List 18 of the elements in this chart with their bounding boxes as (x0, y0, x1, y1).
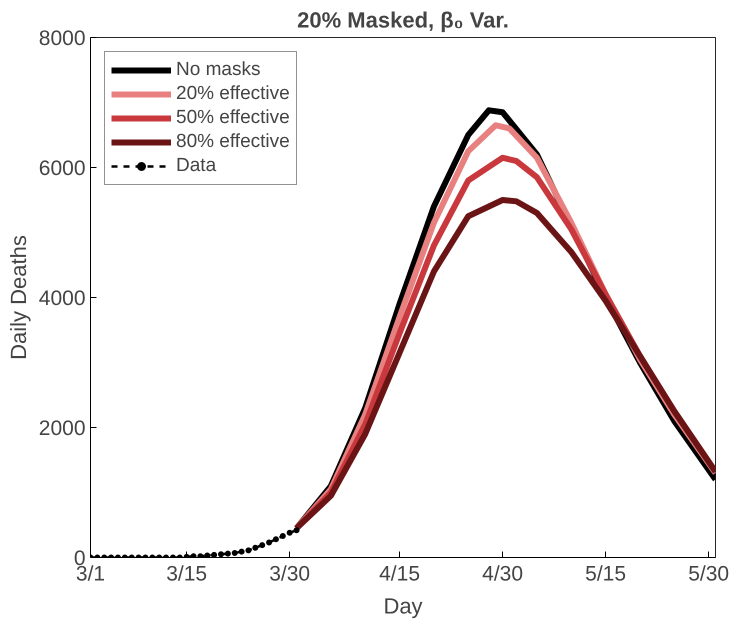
x-axis-title: Day (383, 594, 423, 618)
x-tick-label: 5/30 (688, 562, 730, 586)
x-tick-label: 5/15 (585, 562, 626, 586)
x-tick-label: 3/30 (269, 562, 310, 586)
y-tick-label: 6000 (38, 157, 86, 180)
chart-title: 20% Masked, β₀ Var. (297, 8, 509, 32)
y-tick-label: 2000 (38, 417, 86, 440)
legend-label: 80% effective (176, 130, 290, 154)
y-axis-title: Daily Deaths (6, 235, 31, 360)
y-tick-label: 4000 (38, 287, 86, 310)
x-tick-label: 3/15 (166, 562, 208, 586)
x-tick-label: 4/15 (379, 562, 420, 586)
legend-label: 50% effective (176, 106, 290, 130)
y-tick-label: 8000 (38, 27, 86, 50)
legend-label: 20% effective (176, 82, 290, 106)
legend-label: Data (176, 154, 216, 178)
legend-label: No masks (176, 58, 260, 82)
x-tick-label: 4/30 (482, 562, 524, 586)
